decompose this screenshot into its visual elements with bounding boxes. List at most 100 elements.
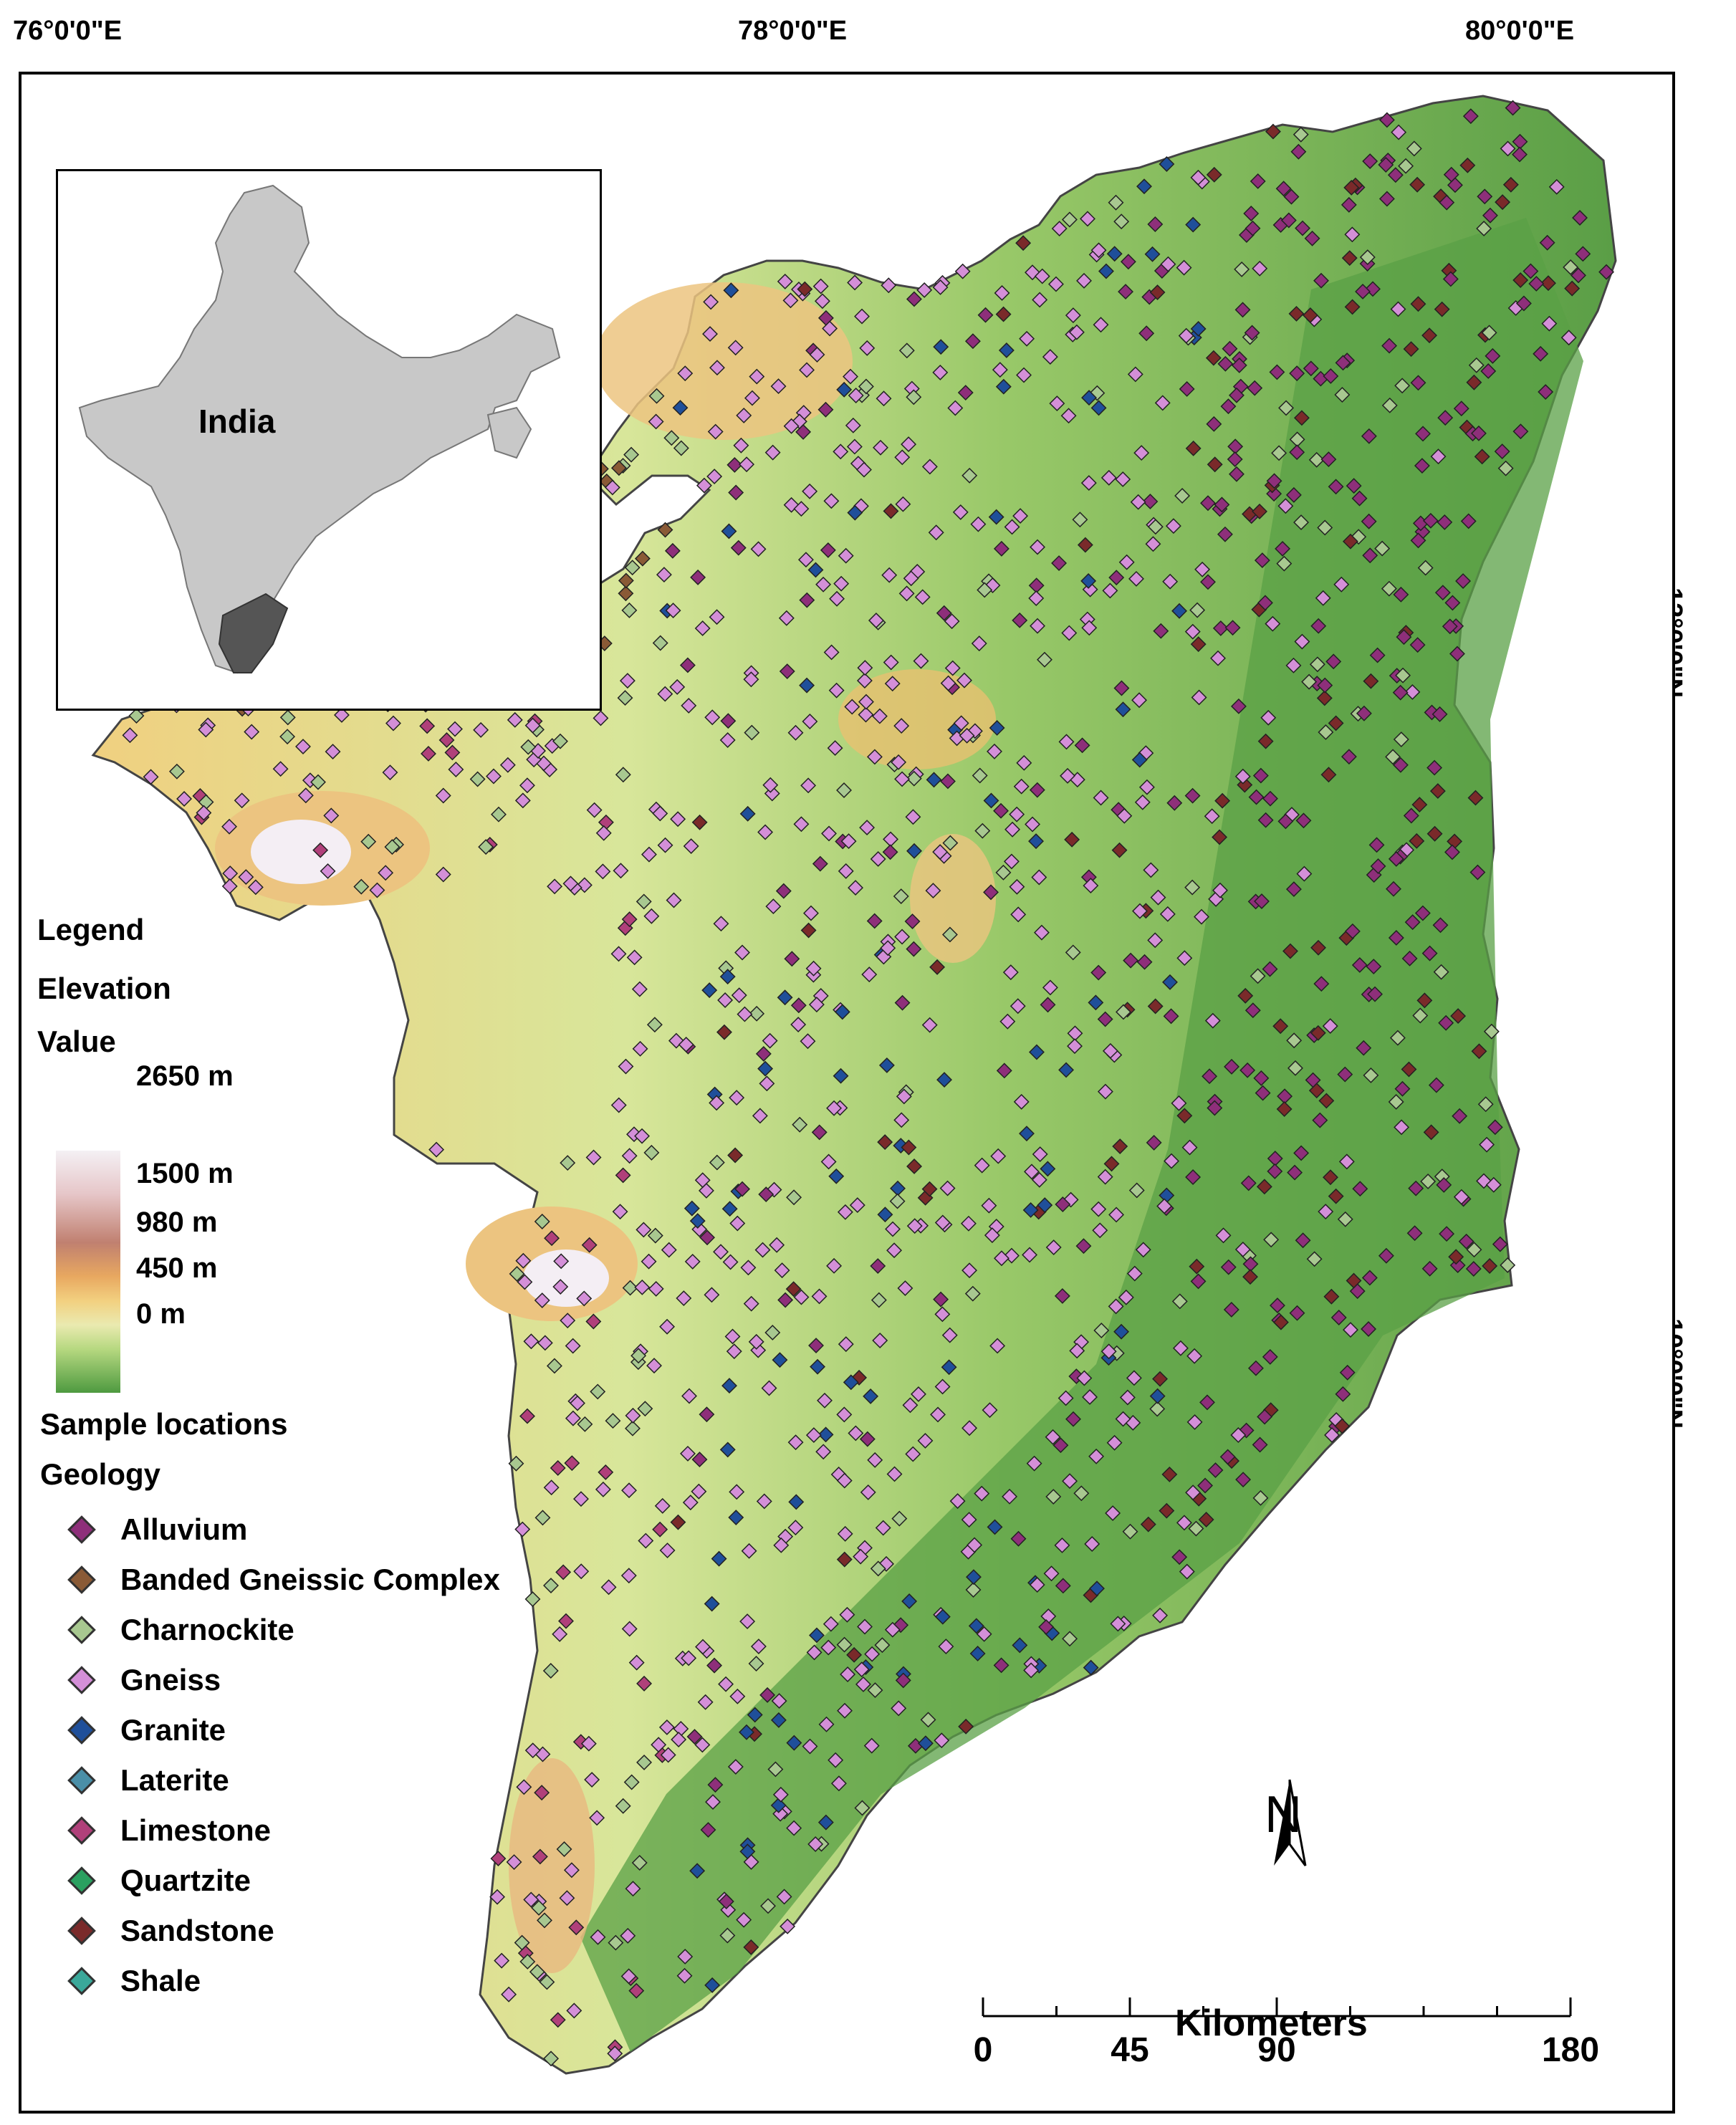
sample-point [1113, 214, 1130, 230]
sample-point [1290, 143, 1307, 160]
sample-point [723, 282, 739, 299]
sample-point [514, 792, 531, 809]
sample-point [828, 1168, 845, 1184]
sample-point [1234, 768, 1251, 785]
sample-point [1038, 1618, 1055, 1635]
sample-point [811, 1288, 828, 1305]
sample-point [1116, 807, 1133, 824]
sample-point [739, 805, 756, 822]
sample-point [983, 792, 999, 809]
sample-point [965, 1569, 982, 1586]
sample-point [1323, 368, 1339, 384]
sample-point [1269, 364, 1285, 380]
sample-point [1190, 169, 1207, 186]
sample-point [1289, 444, 1305, 461]
sample-point [836, 782, 852, 798]
sample-point [312, 842, 329, 858]
sample-point [906, 1218, 923, 1234]
sample-point [1065, 307, 1081, 324]
sample-point [786, 1735, 802, 1751]
sample-point [830, 1775, 847, 1792]
sample-point [1230, 1427, 1247, 1443]
sample-point [721, 1378, 737, 1394]
sample-point [739, 456, 755, 473]
sample-point [914, 589, 931, 605]
sample-point [1512, 146, 1528, 163]
sample-point [1030, 618, 1045, 634]
sample-point [731, 987, 747, 1004]
sample-point [1257, 733, 1274, 749]
sample-point [964, 333, 981, 350]
sample-point [636, 893, 652, 910]
geology-legend-item: Alluvium [64, 1512, 247, 1548]
sample-point [872, 1333, 888, 1348]
sample-point [1426, 825, 1443, 842]
sample-point [570, 1395, 585, 1411]
sample-point [905, 809, 921, 825]
sample-point [1102, 582, 1118, 599]
sample-point [976, 1626, 992, 1642]
sample-point [930, 1406, 946, 1423]
sample-point [1049, 395, 1065, 412]
sample-point [1161, 1466, 1178, 1482]
sample-point [1564, 280, 1581, 297]
sample-point [988, 509, 1004, 525]
sample-point [747, 1707, 763, 1723]
sample-point [1267, 1151, 1283, 1166]
sample-point [1171, 1293, 1188, 1310]
sample-point [620, 1927, 636, 1944]
sample-point [1076, 272, 1092, 289]
sample-point [777, 1292, 794, 1308]
sample-point [580, 1735, 597, 1752]
sample-point [1113, 1323, 1130, 1340]
north-label: N [1265, 1786, 1302, 1843]
sample-point [1272, 1314, 1289, 1330]
sample-point [815, 1444, 832, 1460]
sample-point [903, 570, 919, 587]
sample-point [1277, 498, 1294, 514]
sample-point [654, 1497, 671, 1514]
sample-point [628, 1654, 645, 1671]
sample-point [1449, 646, 1465, 662]
sample-point [840, 1666, 856, 1682]
sample-point [860, 1484, 876, 1500]
sample-point [855, 1676, 871, 1692]
sample-point [1252, 1490, 1269, 1506]
sample-point [1287, 1060, 1303, 1076]
sample-point [853, 1661, 870, 1678]
sample-point [564, 1455, 580, 1472]
sample-point [713, 916, 729, 932]
sample-point [1072, 512, 1088, 528]
sample-point [1468, 357, 1485, 373]
sample-point [590, 1383, 606, 1400]
sample-point [689, 1863, 706, 1879]
sample-point [944, 660, 961, 676]
sample-point [613, 863, 629, 879]
sample-point [829, 590, 845, 607]
sample-point [1323, 1288, 1340, 1305]
sample-point [876, 390, 892, 407]
sample-point [1316, 690, 1333, 706]
sample-point [682, 1495, 699, 1511]
sample-point [632, 1040, 648, 1057]
sample-point [1128, 1182, 1145, 1199]
sample-point [878, 1057, 895, 1073]
sample-point [1144, 246, 1161, 262]
sample-point [1487, 1119, 1503, 1136]
sample-point [560, 1155, 576, 1171]
sample-point [1324, 1427, 1341, 1443]
sample-point [652, 635, 668, 651]
sample-point [981, 1197, 997, 1214]
sample-point [790, 1017, 807, 1033]
sample-point [1320, 451, 1337, 468]
sample-point [932, 364, 949, 380]
sample-point [1153, 623, 1169, 639]
sample-point [1032, 1146, 1048, 1163]
sample-point [984, 1227, 1000, 1244]
sample-point [805, 960, 822, 977]
sample-point [709, 360, 725, 376]
sample-point [1031, 1171, 1047, 1188]
sample-point [325, 744, 341, 760]
sample-point [827, 740, 843, 757]
sample-point [1136, 178, 1152, 195]
